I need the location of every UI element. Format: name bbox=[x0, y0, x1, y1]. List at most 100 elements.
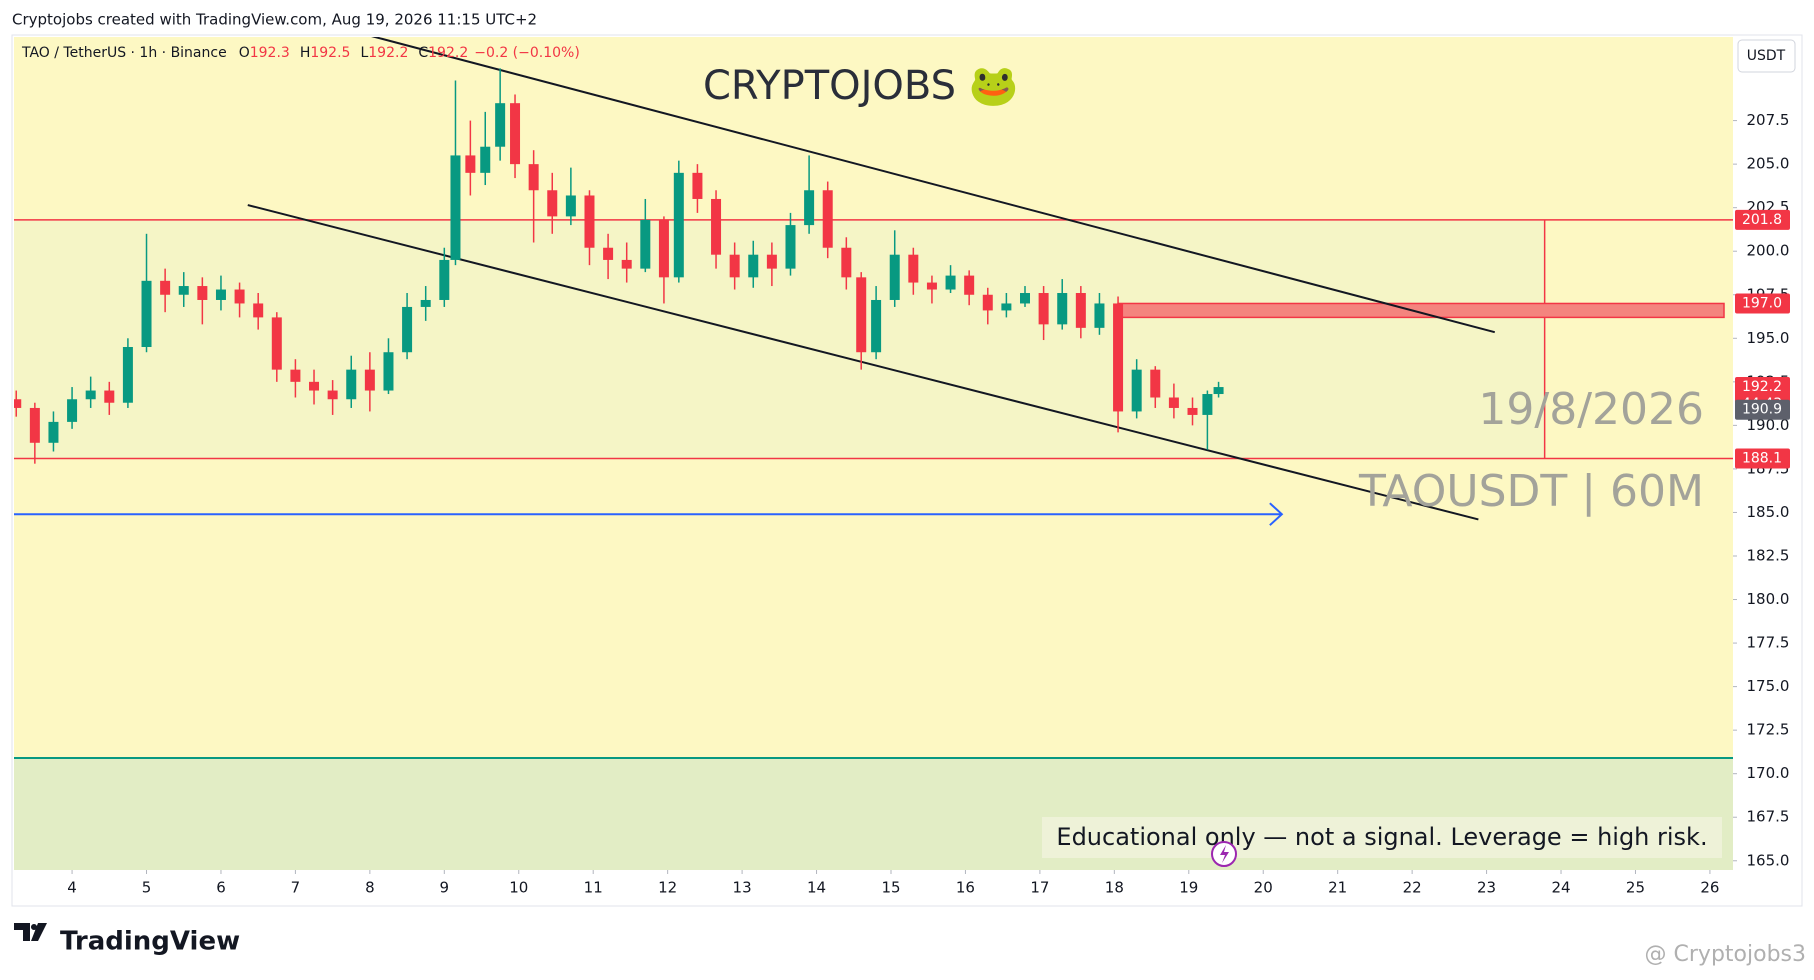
price-badge-label: 197.0 bbox=[1742, 295, 1782, 311]
ohlc-value: 192.3 bbox=[250, 45, 290, 61]
candle-body bbox=[480, 146, 491, 173]
candle-body bbox=[346, 369, 357, 400]
candle-body bbox=[271, 317, 282, 370]
date-annotation: 19/8/2026 bbox=[1478, 384, 1704, 435]
y-tick-label: 182.5 bbox=[1747, 546, 1790, 564]
x-tick-label: 10 bbox=[509, 879, 528, 897]
candle-body bbox=[122, 347, 133, 403]
candle-body bbox=[1150, 369, 1161, 398]
candle-body bbox=[383, 352, 394, 391]
candle-body bbox=[364, 369, 375, 391]
x-tick-label: 25 bbox=[1626, 879, 1645, 897]
y-tick-label: 195.0 bbox=[1747, 329, 1790, 347]
candle-body bbox=[1038, 293, 1049, 325]
candle-body bbox=[889, 254, 900, 300]
x-tick-label: 8 bbox=[365, 879, 375, 897]
candle-body bbox=[215, 289, 226, 300]
candle-body bbox=[141, 280, 152, 348]
candle-body bbox=[945, 275, 956, 290]
x-tick-label: 4 bbox=[67, 879, 77, 897]
y-tick-label: 170.0 bbox=[1747, 764, 1790, 782]
y-tick-label: 207.5 bbox=[1747, 111, 1790, 129]
candle-body bbox=[450, 155, 461, 260]
candle-body bbox=[1202, 394, 1213, 415]
x-tick-label: 18 bbox=[1105, 879, 1124, 897]
candle-body bbox=[439, 259, 450, 300]
candle-body bbox=[197, 286, 208, 300]
x-tick-label: 12 bbox=[658, 879, 677, 897]
candle-body bbox=[67, 399, 78, 422]
x-tick-label: 6 bbox=[216, 879, 226, 897]
x-tick-label: 15 bbox=[881, 879, 900, 897]
y-tick-label: 190.0 bbox=[1747, 416, 1790, 434]
candle-body bbox=[711, 198, 722, 255]
brand-logo bbox=[14, 923, 47, 941]
candle-body bbox=[621, 259, 632, 269]
candle-body bbox=[729, 254, 740, 278]
candle-body bbox=[766, 254, 777, 269]
y-tick-label: 180.0 bbox=[1747, 590, 1790, 608]
candle-body bbox=[510, 103, 521, 165]
chart-title: CRYPTOJOBS 🐸 bbox=[703, 63, 1019, 109]
pair-annotation: TAOUSDT | 60M bbox=[1358, 466, 1704, 517]
candle-body bbox=[584, 195, 595, 248]
plot bbox=[14, 37, 1733, 870]
candle-body bbox=[871, 299, 882, 353]
watermark: @ Cryptojobs3 bbox=[1645, 942, 1806, 967]
candle-body bbox=[327, 390, 338, 400]
price-badge bbox=[1735, 293, 1790, 314]
resistance-zone bbox=[1117, 302, 1725, 319]
y-tick-label: 200.0 bbox=[1747, 242, 1790, 260]
x-tick-label: 20 bbox=[1254, 879, 1273, 897]
price-badge-label: 188.1 bbox=[1742, 450, 1782, 466]
candle-body bbox=[14, 399, 22, 408]
disclaimer: Educational only — not a signal. Leverag… bbox=[1056, 823, 1707, 851]
candle-body bbox=[1057, 293, 1068, 325]
x-tick-label: 26 bbox=[1700, 879, 1719, 897]
currency-button[interactable] bbox=[1737, 39, 1796, 73]
ohlc-prefix: H bbox=[300, 45, 311, 61]
ohlc-prefix: L bbox=[360, 45, 368, 61]
candle-body bbox=[402, 306, 413, 353]
ohlc-prefix: O bbox=[239, 45, 250, 61]
y-tick-label: 165.0 bbox=[1747, 851, 1790, 869]
y-tick-label: 172.5 bbox=[1747, 721, 1790, 739]
price-badge-label: 192.2 bbox=[1742, 379, 1782, 395]
candle-body bbox=[982, 294, 993, 311]
candle-body bbox=[1020, 293, 1031, 304]
x-tick-label: 22 bbox=[1403, 879, 1422, 897]
candle-body bbox=[822, 190, 833, 248]
arrow-head bbox=[1269, 502, 1284, 526]
attribution: Cryptojobs created with TradingView.com,… bbox=[12, 11, 537, 29]
ohlc-value: 192.2 bbox=[428, 45, 468, 61]
x-tick-label: 14 bbox=[807, 879, 826, 897]
candle-body bbox=[48, 421, 59, 443]
candle-body bbox=[856, 277, 867, 353]
candle-body bbox=[565, 195, 576, 217]
price-badge bbox=[1735, 448, 1790, 469]
price-badge-label: 190.9 bbox=[1742, 402, 1782, 418]
candle-body bbox=[1131, 369, 1142, 412]
candle-body bbox=[640, 219, 651, 269]
candle-body bbox=[926, 282, 937, 290]
brand: TradingView bbox=[60, 927, 240, 957]
candle-body bbox=[1001, 303, 1012, 311]
x-tick-label: 21 bbox=[1328, 879, 1347, 897]
ohlc-prefix: C bbox=[418, 45, 428, 61]
candle-body bbox=[178, 286, 189, 295]
x-tick-label: 13 bbox=[733, 879, 752, 897]
x-tick-label: 9 bbox=[440, 879, 450, 897]
x-tick-label: 24 bbox=[1551, 879, 1570, 897]
candle-body bbox=[85, 390, 96, 400]
candle-body bbox=[1168, 397, 1179, 408]
overlay: 165.0 167.5 170.0 172.5 175.0 177.5 180.0 182.5… bbox=[21, 45, 1790, 897]
x-tick-label: 16 bbox=[956, 879, 975, 897]
candle-body bbox=[29, 407, 40, 443]
disclaimer-box bbox=[1042, 817, 1722, 858]
candle-body bbox=[1094, 303, 1105, 328]
x-tick-label: 5 bbox=[142, 879, 152, 897]
currency-label: USDT bbox=[1747, 48, 1786, 64]
candle-body bbox=[841, 247, 852, 278]
price-badge bbox=[1735, 209, 1790, 230]
